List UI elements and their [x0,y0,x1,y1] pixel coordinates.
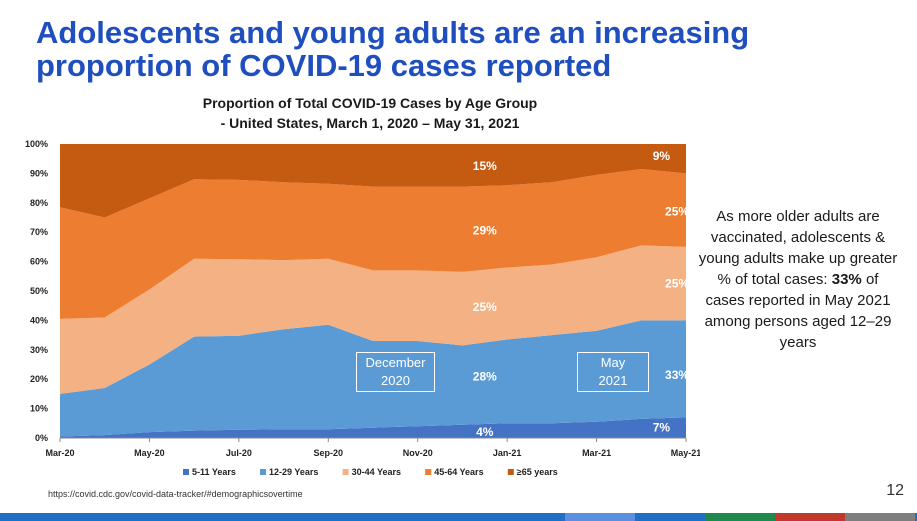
footer-bar-segment [705,513,775,521]
data-label: 9% [653,149,671,163]
data-label: 28% [473,369,497,383]
legend-swatch [425,469,432,475]
data-label: 33% [665,368,689,382]
y-tick-label: 20% [30,374,48,384]
y-tick-label: 90% [30,168,48,178]
y-tick-label: 50% [30,286,48,296]
y-tick-label: 80% [30,198,48,208]
source-link[interactable]: https://covid.cdc.gov/covid-data-tracker… [48,489,303,499]
callout-may-line2: 2021 [598,373,628,388]
data-label: 15% [473,159,497,173]
y-tick-label: 60% [30,257,48,267]
legend-item-label: 30-44 Years [352,467,401,477]
callout-may-2021: May 2021 [577,352,649,392]
y-tick-label: 100% [25,139,48,149]
data-label: 25% [473,300,497,314]
y-tick-label: 70% [30,227,48,237]
legend-swatch [260,469,266,475]
legend-item-label: 5-11 Years [192,467,236,477]
chart-title-line2: - United States, March 1, 2020 – May 31,… [220,115,520,131]
footer-bar-segment [915,513,917,521]
data-label: 7% [653,421,671,435]
callout-december-line2: 2020 [381,373,410,388]
slide-title: Adolescents and young adults are an incr… [36,15,750,83]
chart-title-line1: Proportion of Total COVID-19 Cases by Ag… [202,95,538,111]
side-explanation: As more older adults are vaccinated, ado… [698,206,898,353]
footer-bar-segment [845,513,915,521]
side-text-part1: As more older adults are vaccinated, ado… [698,208,898,288]
side-text-part2: of cases reported in May 2021 among pers… [704,271,892,351]
x-tick-label: Jan-21 [493,448,522,458]
y-tick-label: 30% [30,345,48,355]
x-tick-label: Mar-21 [582,448,611,458]
legend-swatch [507,469,514,475]
chart-title: Proportion of Total COVID-19 Cases by Ag… [100,93,640,133]
footer-bar-segment [635,513,705,521]
area-series-12-29-years [60,320,686,437]
legend-item-label: 45-64 Years [434,467,483,477]
footer-bar-segment [0,513,565,521]
area-series-65-years [60,144,686,218]
legend-item-label: ≥65 years [517,467,558,477]
y-tick-label: 40% [30,315,48,325]
callout-december-2020: December 2020 [356,352,435,392]
x-tick-label: Jul-20 [226,448,252,458]
x-tick-label: Mar-20 [45,448,74,458]
footer-bar-segment [775,513,845,521]
data-label: 25% [665,205,689,219]
page-number: 12 [886,482,904,499]
x-tick-label: Sep-20 [314,448,344,458]
area-series-45-64-years [60,169,686,319]
x-tick-label: May-21 [671,448,700,458]
legend-swatch [342,469,349,475]
callout-may-line1: May [600,355,626,370]
footer-color-bar [0,513,917,521]
side-text-highlight: 33% [831,271,862,288]
legend-swatch [183,469,189,475]
area-series-30-44-years [60,245,686,394]
x-tick-label: May-20 [134,448,165,458]
x-tick-label: Nov-20 [403,448,433,458]
legend-item-label: 12-29 Years [269,467,318,477]
y-tick-label: 0% [35,433,48,443]
footer-bar-segment [565,513,635,521]
data-label: 25% [665,277,689,291]
data-label: 29% [473,224,497,238]
stacked-area-chart: 0% 10% 20% 30% 40% 50% 60% 70% 80% 90% 100% Mar-20 M… [25,139,700,477]
data-label: 4% [476,425,494,439]
y-tick-label: 10% [30,404,48,414]
callout-december-line1: December [365,355,426,370]
